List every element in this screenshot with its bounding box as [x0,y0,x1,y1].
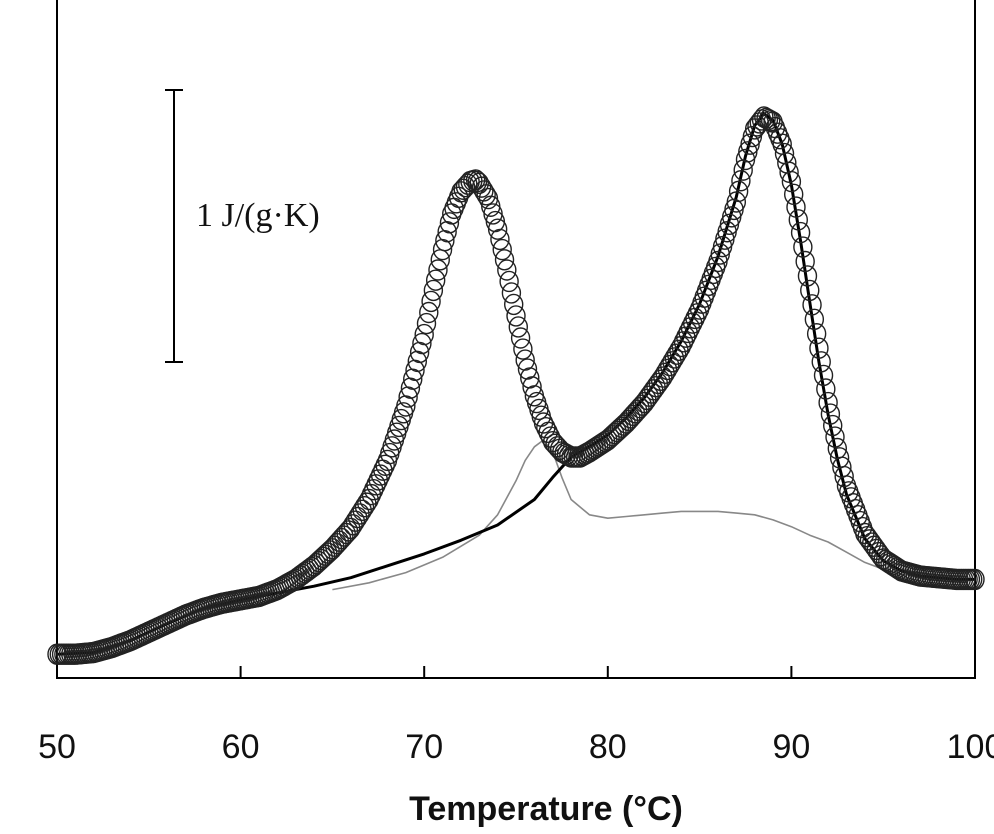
data-point [341,517,361,540]
data-point [728,180,749,203]
data-point [499,270,519,293]
data-point [494,249,515,271]
x-axis-ticks [56,666,976,678]
data-point [416,312,437,335]
data-point [471,176,492,198]
data-point [806,323,827,345]
data-point [813,364,834,387]
data-point [366,474,386,496]
data-point [421,290,441,313]
data-point [414,323,434,346]
data-point [731,170,751,192]
data-point [359,488,379,511]
data-point [804,308,825,330]
series-open-circles [47,106,985,665]
data-point [375,454,395,476]
series-line-solid-line [56,112,975,656]
data-point [781,170,802,193]
x-tick-label-90: 90 [772,728,810,766]
data-point [419,301,439,324]
data-point [497,259,517,281]
data-point [428,259,448,281]
data-point [504,293,524,316]
data-point [364,479,384,501]
data-point [352,499,372,522]
data-point [726,191,747,213]
data-point [350,503,370,525]
data-point [788,209,808,231]
data-point [423,279,444,302]
data-point [508,316,528,338]
data-point [492,238,512,261]
x-tick-label-60: 60 [222,728,260,766]
data-point [758,108,779,131]
series-layer [47,106,985,665]
data-point [818,391,838,414]
data-point [660,354,680,377]
data-point [522,376,542,398]
x-tick-label-50: 50 [38,728,76,766]
data-point [439,212,460,234]
plot-frame [56,0,976,679]
data-point [345,510,366,532]
data-point [795,250,815,273]
data-point [790,221,811,244]
series-line-thin-line [332,439,975,591]
data-point [469,172,489,195]
data-point [820,403,841,425]
data-point [809,337,829,359]
data-point [816,378,836,400]
data-point [797,265,818,287]
scale-bar: 1 J/(g·K) [165,89,320,363]
data-point [487,218,508,240]
series-thin-line [332,439,975,591]
data-point [786,196,806,218]
data-point [361,483,382,506]
data-point [354,496,375,518]
data-point [506,305,526,327]
data-point [455,175,476,198]
data-point [501,282,522,304]
data-point [779,161,799,183]
data-point [513,338,533,360]
x-axis-title: Temperature (°C) [409,790,683,828]
data-point [368,469,388,491]
data-point [343,514,363,536]
x-axis-tick-labels: 50 60 70 80 90 100 [38,728,994,766]
data-point [425,269,446,291]
scale-bar-label: 1 J/(g·K) [196,197,320,234]
data-point [664,347,685,369]
data-point [662,351,682,373]
data-point [490,228,510,251]
data-point [834,465,854,488]
data-point [800,279,820,302]
data-point [510,327,531,349]
data-point [823,414,843,437]
x-tick-label-70: 70 [405,728,443,766]
data-point [655,362,675,384]
data-point [370,464,391,486]
x-tick-label-100: 100 [947,728,994,766]
series-solid-line [56,112,975,656]
x-tick-label-80: 80 [589,728,627,766]
data-point [965,568,985,591]
data-point [657,358,678,381]
data-point [761,110,781,132]
data-point [650,369,671,391]
data-point [825,426,845,448]
data-point [412,332,432,355]
data-point [802,294,822,316]
data-point [653,366,673,388]
data-point [476,184,496,206]
data-point [783,183,804,206]
data-point [666,343,687,365]
data-point [793,236,813,258]
data-point [347,506,368,529]
data-point [811,351,831,373]
